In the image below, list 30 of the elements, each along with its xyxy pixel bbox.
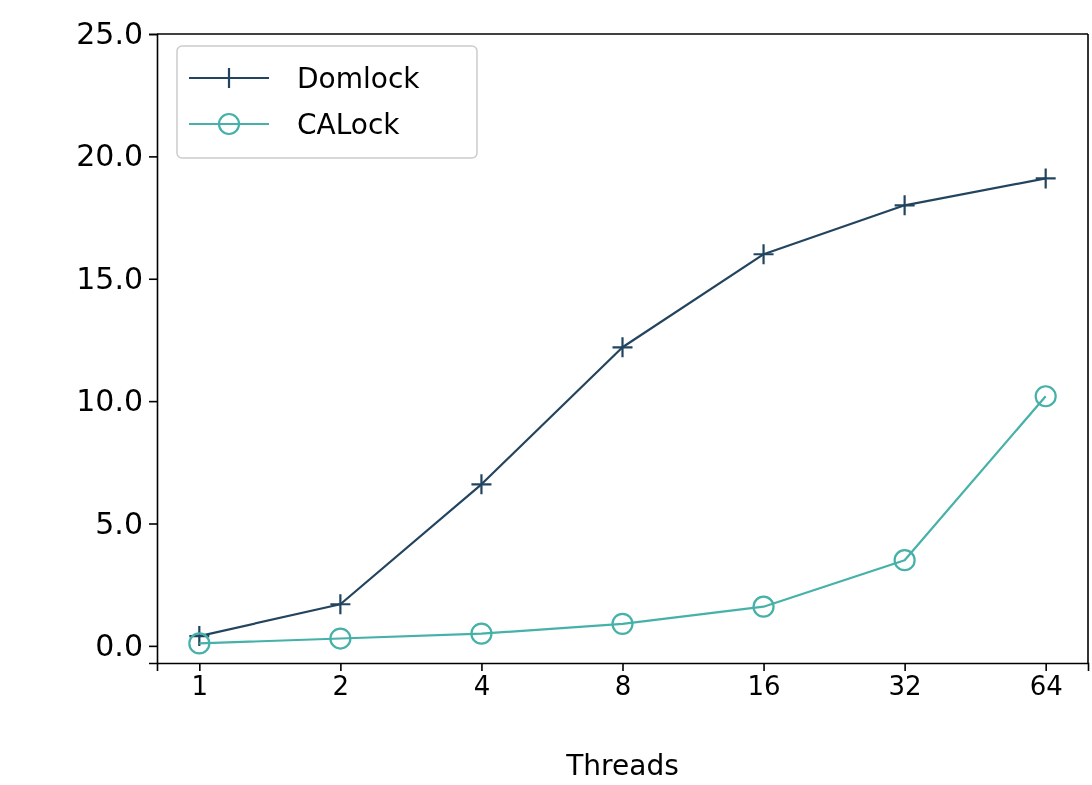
y-tick-label: 0.0 xyxy=(95,627,143,663)
x-tick-label: 8 xyxy=(614,671,632,702)
point xyxy=(470,473,493,496)
x-tick-label: 16 xyxy=(747,671,781,702)
x-tick-label: 1 xyxy=(191,671,209,702)
point xyxy=(329,593,352,616)
x-axis-title: Threads xyxy=(565,749,679,782)
point xyxy=(752,243,775,266)
point xyxy=(470,622,493,645)
point xyxy=(188,632,211,655)
point xyxy=(752,595,775,618)
y-tick-label: 5.0 xyxy=(95,505,143,541)
point xyxy=(188,624,211,648)
point xyxy=(893,549,916,572)
point xyxy=(893,194,916,217)
legend-label: CALock xyxy=(297,108,401,141)
x-tick-label: 4 xyxy=(473,671,491,702)
y-tick-label: 10.0 xyxy=(76,383,143,419)
point xyxy=(329,627,352,650)
x-tick-label: 32 xyxy=(888,671,922,702)
point xyxy=(611,336,634,359)
x-tick-label: 2 xyxy=(332,671,350,702)
y-tick-label: 25.0 xyxy=(76,16,143,52)
point xyxy=(1034,385,1057,408)
point xyxy=(1034,167,1057,190)
legend-label: Domlock xyxy=(297,62,421,95)
y-tick-label: 20.0 xyxy=(76,138,143,174)
y-tick-label: 15.0 xyxy=(76,260,143,296)
x-tick-label: 64 xyxy=(1029,671,1063,702)
point xyxy=(611,612,634,635)
